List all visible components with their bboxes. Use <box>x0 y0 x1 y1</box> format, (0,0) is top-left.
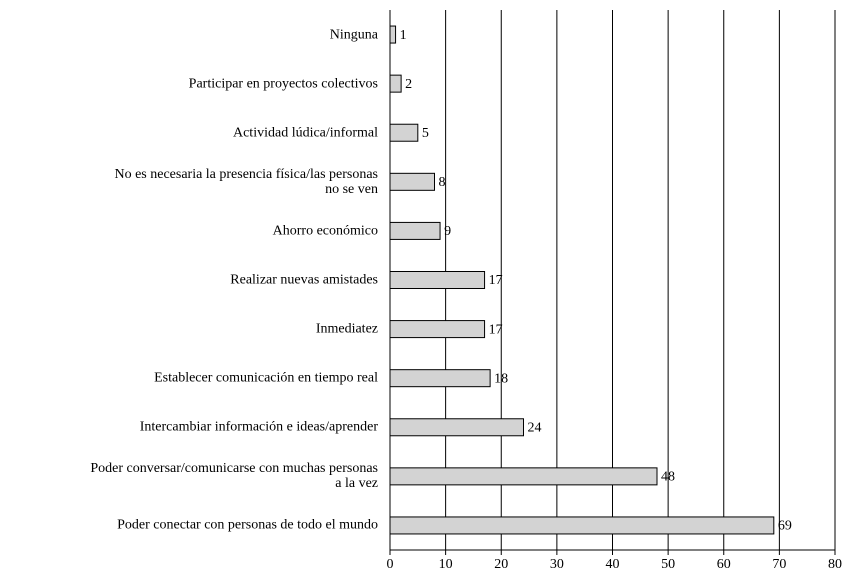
value-label: 48 <box>661 470 675 485</box>
value-label: 9 <box>444 224 451 239</box>
category-label: Participar en proyectos colectivos <box>188 76 378 92</box>
bar <box>389 369 491 388</box>
x-tick-label: 10 <box>439 557 453 572</box>
value-label: 1 <box>400 28 407 43</box>
bar <box>389 25 397 44</box>
category-label: Realizar nuevas amistades <box>230 272 378 288</box>
bar <box>389 516 775 535</box>
value-label: 69 <box>778 519 792 534</box>
x-tick-label: 0 <box>387 557 394 572</box>
x-tick-label: 50 <box>661 557 675 572</box>
bar <box>389 123 419 142</box>
x-tick-label: 40 <box>606 557 620 572</box>
bar <box>389 467 658 486</box>
bar <box>389 172 435 191</box>
bar <box>389 271 486 289</box>
category-label: Poder conectar con personas de todo el m… <box>117 517 378 533</box>
value-label: 18 <box>494 371 508 386</box>
category-label: Ninguna <box>329 27 378 43</box>
x-tick-label: 30 <box>550 557 564 572</box>
category-label: No es necesaria la presencia física/las … <box>114 166 378 197</box>
value-label: 24 <box>528 420 542 435</box>
x-tick-label: 70 <box>772 557 786 572</box>
value-label: 5 <box>422 126 429 141</box>
value-label: 2 <box>405 77 412 92</box>
x-tick-label: 60 <box>717 557 731 572</box>
category-label: Poder conversar/comunicarse con muchas p… <box>90 461 378 492</box>
category-label: Actividad lúdica/informal <box>232 125 378 141</box>
category-label: Intercambiar información e ideas/aprende… <box>139 419 378 435</box>
bar <box>389 221 441 240</box>
bar <box>389 320 486 339</box>
bar <box>389 418 524 437</box>
x-tick-label: 20 <box>494 557 508 572</box>
category-label: Inmediatez <box>315 321 378 337</box>
bar <box>389 74 402 93</box>
value-label: 17 <box>489 322 503 337</box>
value-label: 8 <box>439 175 446 190</box>
x-tick-label: 80 <box>828 557 842 572</box>
value-label: 17 <box>489 273 503 288</box>
category-label: Ahorro económico <box>272 223 378 239</box>
category-label: Establecer comunicación en tiempo real <box>154 370 378 386</box>
